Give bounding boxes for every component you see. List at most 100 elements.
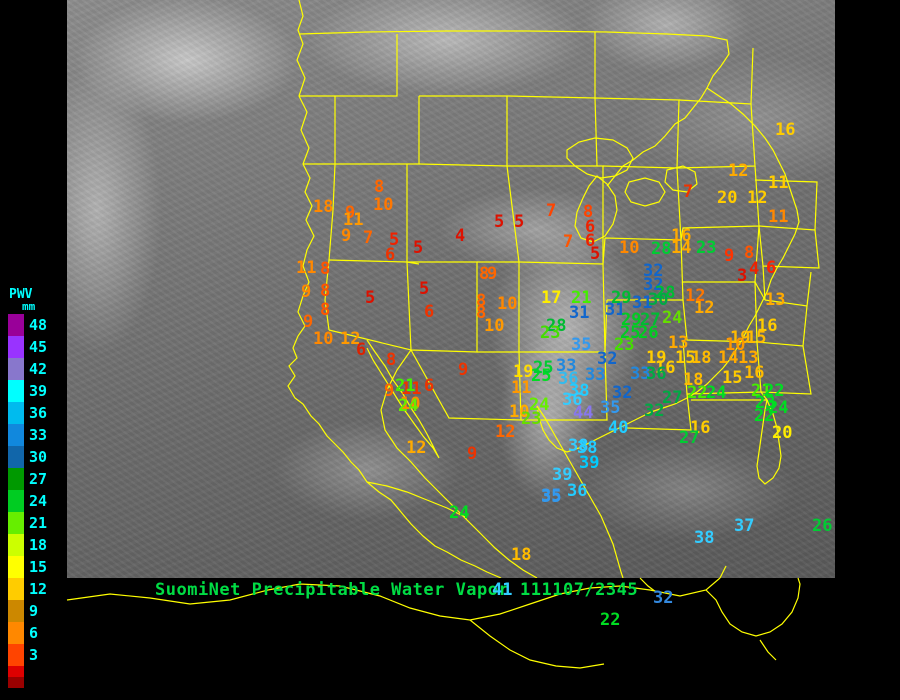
colorbar-title: PWV bbox=[9, 287, 33, 302]
pwv-value: 31 bbox=[605, 300, 626, 320]
pwv-value: 7 bbox=[563, 232, 574, 252]
pwv-value: 23 bbox=[755, 393, 776, 413]
overlapping-station-value: 41 bbox=[492, 580, 513, 600]
map-outline-layer bbox=[287, 0, 820, 578]
pwv-value: 30 bbox=[648, 290, 669, 310]
pwv-value: 4 bbox=[455, 226, 466, 246]
pwv-value: 32 bbox=[643, 261, 664, 281]
pwv-value: 38 bbox=[577, 438, 598, 458]
pwv-value: 11 bbox=[768, 173, 789, 193]
pwv-value: 13 bbox=[765, 290, 786, 310]
pwv-value: 27 bbox=[640, 310, 661, 330]
colorbar-unit: mm bbox=[22, 300, 36, 313]
pwv-value: 22 bbox=[754, 406, 775, 426]
colorbar-row: 9 bbox=[0, 600, 62, 622]
colorbar-swatch bbox=[8, 358, 24, 380]
pwv-value: 6 bbox=[356, 340, 367, 360]
colorbar-row: 21 bbox=[0, 512, 62, 534]
pwv-value: 25 bbox=[531, 366, 552, 386]
pwv-value: 5 bbox=[494, 212, 505, 232]
pwv-value: 5 bbox=[419, 279, 430, 299]
figure-title: SuomiNet Precipitable Water Vapor 111107… bbox=[155, 580, 638, 600]
pwv-value: 23 bbox=[614, 335, 635, 355]
pwv-value: 15 bbox=[746, 328, 767, 348]
pwv-value: 14 bbox=[671, 238, 692, 258]
pwv-value: 32 bbox=[653, 588, 674, 608]
pwv-value: 11 bbox=[768, 207, 789, 227]
pwv-value: 26 bbox=[812, 516, 833, 536]
pwv-value: 23 bbox=[521, 409, 542, 429]
colorbar-tick-label: 27 bbox=[29, 469, 48, 488]
pwv-value: 33 bbox=[585, 365, 606, 385]
colorbar-tick-label: 30 bbox=[29, 447, 48, 466]
pwv-value: 8 bbox=[386, 350, 397, 370]
pwv-value: 33 bbox=[556, 356, 577, 376]
pwv-value: 16 bbox=[744, 363, 765, 383]
colorbar-row: 6 bbox=[0, 622, 62, 644]
pwv-value: 11 bbox=[511, 378, 532, 398]
pwv-value: 25 bbox=[620, 323, 641, 343]
pwv-value: 12 bbox=[728, 161, 749, 181]
pwv-value: 10 bbox=[313, 329, 334, 349]
colorbar-tick-label: 15 bbox=[29, 557, 48, 576]
colorbar-row: 42 bbox=[0, 358, 62, 380]
colorbar-swatch bbox=[8, 490, 24, 512]
pwv-value: 5 bbox=[365, 288, 376, 308]
pwv-value: 9 bbox=[341, 226, 352, 246]
colorbar-row: 45 bbox=[0, 336, 62, 358]
pwv-value: 27 bbox=[679, 428, 700, 448]
pwv-value: 7 bbox=[546, 201, 557, 221]
pwv-value: 9 bbox=[345, 203, 356, 223]
pwv-value: 10 bbox=[725, 335, 746, 355]
colorbar-tick-label: 21 bbox=[29, 513, 48, 532]
pwv-value: 36 bbox=[558, 369, 579, 389]
pwv-value: 16 bbox=[690, 418, 711, 438]
pwv-value: 8 bbox=[374, 177, 385, 197]
pwv-value: 36 bbox=[567, 481, 588, 501]
pwv-value: 5 bbox=[413, 238, 424, 258]
colorbar-row: 48 bbox=[0, 314, 62, 336]
colorbar-swatch bbox=[8, 677, 24, 688]
colorbar-swatch bbox=[8, 600, 24, 622]
pwv-value: 15 bbox=[675, 348, 696, 368]
pwv-value: 36 bbox=[562, 390, 583, 410]
pwv-value: 19 bbox=[513, 362, 534, 382]
pwv-value: 23 bbox=[696, 238, 717, 258]
pwv-value: 13 bbox=[668, 333, 689, 353]
pwv-value: 6 bbox=[385, 245, 396, 265]
satellite-imagery-panel bbox=[67, 0, 835, 578]
pwv-value: 11 bbox=[343, 210, 364, 230]
pwv-value: 31 bbox=[632, 293, 653, 313]
pwv-value: 13 bbox=[738, 348, 759, 368]
pwv-value: 3 bbox=[737, 266, 748, 286]
pwv-value: 9 bbox=[458, 360, 469, 380]
pwv-value: 11 bbox=[296, 258, 317, 278]
colorbar-tick-label: 48 bbox=[29, 315, 48, 334]
pwv-value: 38 bbox=[569, 381, 590, 401]
pwv-value: 29 bbox=[611, 288, 632, 308]
colorbar-swatch bbox=[8, 424, 24, 446]
pwv-value: 4 bbox=[749, 259, 760, 279]
colorbar-tick-label: 33 bbox=[29, 425, 48, 444]
pwv-value: 8 bbox=[320, 281, 331, 301]
pwv-value: 20 bbox=[772, 423, 793, 443]
pwv-value: 21 bbox=[395, 376, 416, 396]
pwv-value: 7 bbox=[683, 182, 694, 202]
pwv-value: 5 bbox=[514, 212, 525, 232]
colorbar-row bbox=[0, 677, 62, 688]
pwv-value: 18 bbox=[511, 545, 532, 565]
pwv-value: 5 bbox=[590, 244, 601, 264]
pwv-value: 38 bbox=[568, 436, 589, 456]
pwv-value: 18 bbox=[691, 348, 712, 368]
pwv-value: 10 bbox=[497, 294, 518, 314]
pwv-value: 10 bbox=[619, 238, 640, 258]
colorbar-swatch bbox=[8, 666, 24, 677]
pwv-value: 12 bbox=[694, 298, 715, 318]
pwv-value: 24 bbox=[662, 308, 683, 328]
pwv-value: 10 bbox=[509, 402, 530, 422]
colorbar-tick-label: 18 bbox=[29, 535, 48, 554]
colorbar-swatch bbox=[8, 512, 24, 534]
pwv-value: 9 bbox=[724, 246, 735, 266]
pwv-value: 24 bbox=[706, 383, 727, 403]
